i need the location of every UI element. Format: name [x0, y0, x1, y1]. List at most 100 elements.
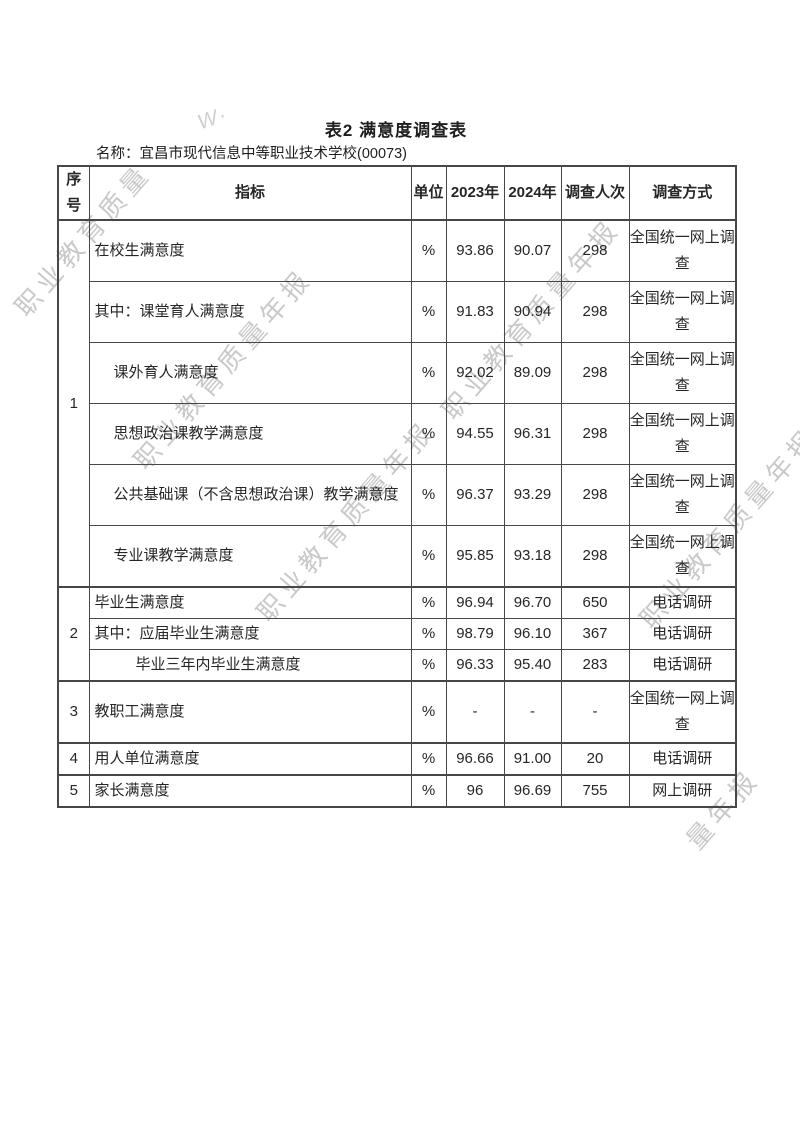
indicator-cell: 毕业生满意度	[88, 586, 412, 619]
table-header-row: 序号 指标 单位 2023年 2024年 调查人次 调查方式	[57, 165, 737, 221]
header-2023: 2023年	[445, 165, 505, 221]
method-cell: 电话调研	[628, 586, 737, 619]
indicator-cell: 其中：课堂育人满意度	[88, 281, 412, 343]
indicator-cell: 在校生满意度	[88, 219, 412, 282]
unit-cell: %	[410, 618, 447, 650]
count-cell: 298	[560, 281, 630, 343]
value-2023-cell: 96	[445, 774, 505, 808]
unit-cell: %	[410, 742, 447, 776]
count-cell: 298	[560, 464, 630, 526]
indicator-cell: 思想政治课教学满意度	[88, 403, 412, 465]
header-count: 调查人次	[560, 165, 630, 221]
value-2024-cell: 96.69	[503, 774, 562, 808]
header-2024: 2024年	[503, 165, 562, 221]
unit-cell: %	[410, 586, 447, 619]
table-row: 4 用人单位满意度 % 96.66 91.00 20 电话调研	[57, 742, 737, 776]
value-2024-cell: -	[503, 680, 562, 744]
value-2024-cell: 96.10	[503, 618, 562, 650]
indicator-cell: 用人单位满意度	[88, 742, 412, 776]
method-cell: 全国统一网上调查	[628, 680, 737, 744]
unit-cell: %	[410, 464, 447, 526]
value-2024-cell: 93.29	[503, 464, 562, 526]
method-cell: 全国统一网上调查	[628, 464, 737, 526]
method-cell: 网上调研	[628, 774, 737, 808]
unit-cell: %	[410, 281, 447, 343]
count-cell: 298	[560, 403, 630, 465]
group-number-cell: 5	[57, 774, 90, 808]
group-number-cell: 3	[57, 680, 90, 744]
table-row: 毕业三年内毕业生满意度 % 96.33 95.40 283 电话调研	[58, 649, 737, 682]
count-cell: 298	[560, 525, 630, 588]
value-2024-cell: 95.40	[503, 649, 562, 682]
value-2023-cell: 91.83	[445, 281, 505, 343]
header-seq: 序号	[57, 165, 90, 221]
count-cell: 298	[560, 219, 630, 282]
method-cell: 电话调研	[628, 742, 737, 776]
value-2023-cell: 96.33	[445, 649, 505, 682]
indicator-cell: 家长满意度	[88, 774, 412, 808]
value-2024-cell: 90.07	[503, 219, 562, 282]
table-row: 其中：应届毕业生满意度 % 98.79 96.10 367 电话调研	[58, 618, 737, 650]
count-cell: 650	[560, 586, 630, 619]
indicator-cell: 公共基础课（不含思想政治课）教学满意度	[88, 464, 412, 526]
table-row: 其中：课堂育人满意度 % 91.83 90.94 298 全国统一网上调查	[58, 281, 737, 343]
method-cell: 全国统一网上调查	[628, 219, 737, 282]
count-cell: 755	[560, 774, 630, 808]
value-2024-cell: 93.18	[503, 525, 562, 588]
indicator-cell: 毕业三年内毕业生满意度	[88, 649, 412, 682]
method-cell: 电话调研	[628, 649, 737, 682]
table-row: 1 在校生满意度 % 93.86 90.07 298 全国统一网上调查	[57, 219, 737, 588]
table-row: 5 家长满意度 % 96 96.69 755 网上调研	[57, 774, 737, 808]
value-2024-cell: 96.70	[503, 586, 562, 619]
method-cell: 全国统一网上调查	[628, 281, 737, 343]
value-2024-cell: 96.31	[503, 403, 562, 465]
unit-cell: %	[410, 342, 447, 404]
unit-cell: %	[410, 680, 447, 744]
unit-cell: %	[410, 219, 447, 282]
method-cell: 全国统一网上调查	[628, 342, 737, 404]
count-cell: 20	[560, 742, 630, 776]
unit-cell: %	[410, 403, 447, 465]
value-2023-cell: 95.85	[445, 525, 505, 588]
satisfaction-survey-table: 序号 指标 单位 2023年 2024年 调查人次 调查方式 1 在校生满意度 …	[57, 165, 737, 808]
group-number-cell: 2	[57, 586, 90, 682]
value-2023-cell: 96.66	[445, 742, 505, 776]
unit-cell: %	[410, 774, 447, 808]
group-number-cell: 4	[57, 742, 90, 776]
table-row: 专业课教学满意度 % 95.85 93.18 298 全国统一网上调查	[58, 525, 737, 588]
value-2023-cell: 98.79	[445, 618, 505, 650]
value-2023-cell: 96.37	[445, 464, 505, 526]
count-cell: 298	[560, 342, 630, 404]
method-cell: 电话调研	[628, 618, 737, 650]
indicator-cell: 教职工满意度	[88, 680, 412, 744]
indicator-cell: 专业课教学满意度	[88, 525, 412, 588]
value-2024-cell: 89.09	[503, 342, 562, 404]
indicator-cell: 课外育人满意度	[88, 342, 412, 404]
count-cell: 367	[560, 618, 630, 650]
value-2023-cell: 93.86	[445, 219, 505, 282]
group-number-cell: 1	[57, 219, 90, 588]
header-indicator: 指标	[88, 165, 412, 221]
method-cell: 全国统一网上调查	[628, 525, 737, 588]
value-2024-cell: 90.94	[503, 281, 562, 343]
header-method: 调查方式	[628, 165, 737, 221]
unit-cell: %	[410, 649, 447, 682]
table-row: 3 教职工满意度 % - - - 全国统一网上调查	[57, 680, 737, 744]
school-name-line: 名称：宜昌市现代信息中等职业技术学校(00073)	[96, 146, 407, 162]
value-2023-cell: 96.94	[445, 586, 505, 619]
page-title: 表2 满意度调查表	[324, 121, 468, 140]
table-row: 课外育人满意度 % 92.02 89.09 298 全国统一网上调查	[58, 342, 737, 404]
value-2023-cell: 92.02	[445, 342, 505, 404]
method-cell: 全国统一网上调查	[628, 403, 737, 465]
indicator-cell: 其中：应届毕业生满意度	[88, 618, 412, 650]
value-2024-cell: 91.00	[503, 742, 562, 776]
value-2023-cell: 94.55	[445, 403, 505, 465]
table-row: 公共基础课（不含思想政治课）教学满意度 % 96.37 93.29 298 全国…	[58, 464, 737, 526]
table-row: 2 毕业生满意度 % 96.94 96.70 650 电话调研	[57, 586, 737, 682]
count-cell: -	[560, 680, 630, 744]
count-cell: 283	[560, 649, 630, 682]
value-2023-cell: -	[445, 680, 505, 744]
header-unit: 单位	[410, 165, 447, 221]
unit-cell: %	[410, 525, 447, 588]
